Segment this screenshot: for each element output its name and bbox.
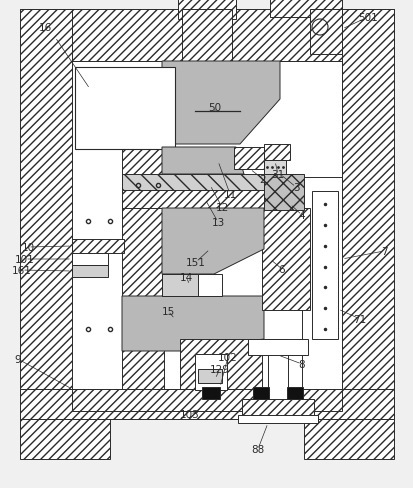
Polygon shape [161, 62, 279, 145]
Bar [263, 175, 303, 210]
Bar [195, 354, 226, 390]
Bar [247, 339, 307, 355]
Polygon shape [161, 148, 243, 175]
Bar [242, 399, 313, 417]
Bar [72, 389, 341, 411]
Polygon shape [122, 296, 263, 351]
Bar [20, 389, 393, 419]
Bar [122, 175, 263, 191]
Text: 9: 9 [14, 354, 21, 364]
Bar [122, 148, 164, 389]
Bar [301, 178, 341, 389]
Text: 31: 31 [271, 170, 284, 180]
Bar [182, 10, 231, 62]
Text: 8: 8 [298, 359, 304, 369]
Bar [20, 10, 393, 62]
Bar [178, 0, 235, 20]
Text: 14: 14 [179, 272, 192, 283]
Text: 16: 16 [38, 23, 52, 33]
Text: 88: 88 [251, 444, 264, 454]
Bar [161, 274, 221, 296]
Bar [286, 387, 302, 399]
Text: 15: 15 [161, 306, 174, 316]
Text: 6: 6 [278, 264, 285, 274]
Bar [341, 10, 393, 389]
Bar [269, 0, 341, 18]
Bar [261, 208, 309, 310]
Text: 3: 3 [292, 183, 299, 193]
Bar [161, 274, 197, 296]
Bar [20, 10, 72, 389]
Text: 13: 13 [211, 218, 224, 227]
Bar [309, 10, 341, 55]
Bar [72, 253, 108, 265]
Text: 501: 501 [357, 13, 377, 23]
Bar [72, 265, 108, 278]
Bar [233, 148, 263, 170]
Bar [237, 415, 317, 423]
Text: 103: 103 [180, 409, 199, 419]
Text: 12: 12 [215, 203, 228, 213]
Bar [197, 369, 221, 383]
Text: 50: 50 [208, 103, 221, 113]
Text: 10: 10 [21, 243, 34, 252]
Text: 71: 71 [353, 314, 366, 325]
Text: 4: 4 [298, 210, 304, 221]
Text: 101: 101 [15, 254, 35, 264]
Text: 129: 129 [209, 364, 229, 374]
Polygon shape [161, 208, 263, 274]
Bar [75, 68, 175, 150]
Bar [20, 419, 110, 459]
Bar [263, 145, 289, 161]
Bar [72, 62, 341, 389]
Text: 2: 2 [259, 175, 266, 184]
Bar [122, 191, 289, 208]
Text: 11: 11 [223, 190, 236, 200]
Text: 161: 161 [12, 265, 32, 275]
Bar [202, 387, 219, 399]
Bar [267, 339, 287, 411]
Text: 151: 151 [185, 258, 205, 267]
Bar [252, 387, 268, 399]
Text: 7: 7 [380, 246, 387, 257]
Bar [311, 192, 337, 339]
Bar [72, 240, 124, 253]
Bar [303, 419, 393, 459]
Bar [263, 161, 285, 175]
Text: 102: 102 [218, 352, 237, 362]
Bar [180, 339, 261, 389]
